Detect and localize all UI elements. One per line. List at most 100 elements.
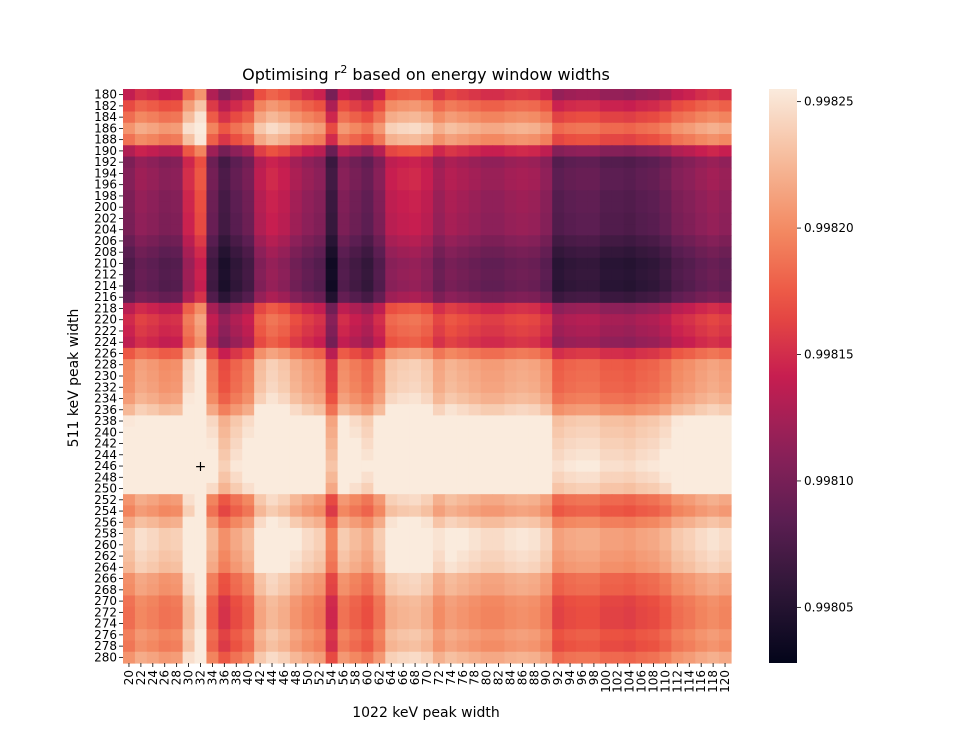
heatmap-cell <box>576 257 589 270</box>
heatmap-cell <box>230 280 243 293</box>
heatmap-cell <box>635 347 649 360</box>
heatmap-cell <box>695 584 708 597</box>
heatmap-cell <box>552 235 565 248</box>
heatmap-cell <box>516 561 529 574</box>
heatmap-cell <box>599 584 613 597</box>
heatmap-cell <box>254 572 267 585</box>
heatmap-cell <box>301 471 315 484</box>
heatmap-cell <box>647 370 661 383</box>
heatmap-cell <box>719 381 732 394</box>
heatmap-cell <box>540 606 553 619</box>
heatmap-cell <box>385 415 398 428</box>
heatmap-cell <box>313 145 327 158</box>
heatmap-cell <box>540 460 553 473</box>
heatmap-cell <box>432 280 446 293</box>
heatmap-cell <box>540 269 553 281</box>
heatmap-cell <box>361 561 374 574</box>
heatmap-cell <box>647 212 661 225</box>
heatmap-cell <box>611 314 625 326</box>
heatmap-cell <box>373 89 386 101</box>
heatmap-cell <box>170 190 184 203</box>
heatmap-cell <box>540 437 553 450</box>
heatmap-cell <box>182 584 196 597</box>
heatmap-cell <box>254 381 267 394</box>
heatmap-cell <box>647 426 661 439</box>
heatmap-cell <box>373 561 386 574</box>
heatmap-cell <box>516 314 529 326</box>
heatmap-cell <box>671 280 684 293</box>
heatmap-cell <box>659 584 672 597</box>
heatmap-cell <box>397 314 410 326</box>
heatmap-cell <box>444 595 458 608</box>
heatmap-cell <box>194 302 208 315</box>
heatmap-cell <box>552 145 565 158</box>
heatmap-cell <box>540 280 553 293</box>
heatmap-cell <box>480 280 494 293</box>
heatmap-cell <box>373 359 386 371</box>
heatmap-cell <box>397 550 410 563</box>
heatmap-cell <box>611 280 625 293</box>
heatmap-cell <box>516 572 529 585</box>
heatmap-cell <box>182 370 196 383</box>
heatmap-cell <box>564 167 577 180</box>
heatmap-cell <box>134 561 148 574</box>
heatmap-cell <box>254 190 267 203</box>
heatmap-cell <box>492 145 506 158</box>
heatmap-cell <box>325 122 339 135</box>
heatmap-cell <box>349 212 363 225</box>
heatmap-cell <box>540 449 553 462</box>
heatmap-cell <box>480 347 494 360</box>
heatmap-cell <box>266 617 279 630</box>
heatmap-cell <box>170 134 184 146</box>
heatmap-cell <box>242 325 255 338</box>
heatmap-cell <box>671 527 684 540</box>
heatmap-cell <box>695 617 708 630</box>
heatmap-cell <box>254 167 267 180</box>
heatmap-cell <box>313 246 327 259</box>
heatmap-cell <box>432 359 446 371</box>
heatmap-cell <box>277 291 291 304</box>
heatmap-cell <box>528 415 541 428</box>
heatmap-cell <box>599 134 613 146</box>
heatmap-cell <box>611 269 625 281</box>
heatmap-cell <box>373 325 386 338</box>
heatmap-cell <box>242 246 255 259</box>
heatmap-cell <box>182 381 196 394</box>
heatmap-cell <box>361 359 374 371</box>
heatmap-cell <box>277 437 291 450</box>
heatmap-cell <box>456 235 470 248</box>
heatmap-cell <box>337 527 351 540</box>
heatmap-cell <box>432 494 446 507</box>
heatmap-cell <box>695 347 708 360</box>
heatmap-cell <box>218 134 231 146</box>
heatmap-cell <box>647 392 661 405</box>
heatmap-cell <box>540 516 553 529</box>
heatmap-cell <box>325 595 339 608</box>
heatmap-cell <box>194 584 208 597</box>
heatmap-cell <box>576 156 589 169</box>
heatmap-cell <box>552 505 565 518</box>
heatmap-cell <box>421 246 434 259</box>
heatmap-cell <box>635 134 649 146</box>
heatmap-cell <box>146 291 160 304</box>
heatmap-cell <box>683 584 696 597</box>
heatmap-cell <box>289 482 303 495</box>
heatmap-cell <box>623 404 637 416</box>
heatmap-cell <box>623 280 637 293</box>
heatmap-cell <box>504 336 518 349</box>
heatmap-cell <box>325 100 339 113</box>
heatmap-cell <box>146 437 160 450</box>
heatmap-cell <box>492 370 506 383</box>
heatmap-cell <box>337 89 351 101</box>
heatmap-cell <box>480 89 494 101</box>
heatmap-cell <box>659 561 672 574</box>
heatmap-cell <box>707 516 720 529</box>
heatmap-cell <box>337 269 351 281</box>
heatmap-cell <box>468 449 482 462</box>
heatmap-cell <box>576 280 589 293</box>
heatmap-cell <box>564 201 577 214</box>
heatmap-cell <box>695 314 708 326</box>
heatmap-cell <box>456 561 470 574</box>
heatmap-cell <box>182 651 196 664</box>
heatmap-cell <box>719 370 732 383</box>
